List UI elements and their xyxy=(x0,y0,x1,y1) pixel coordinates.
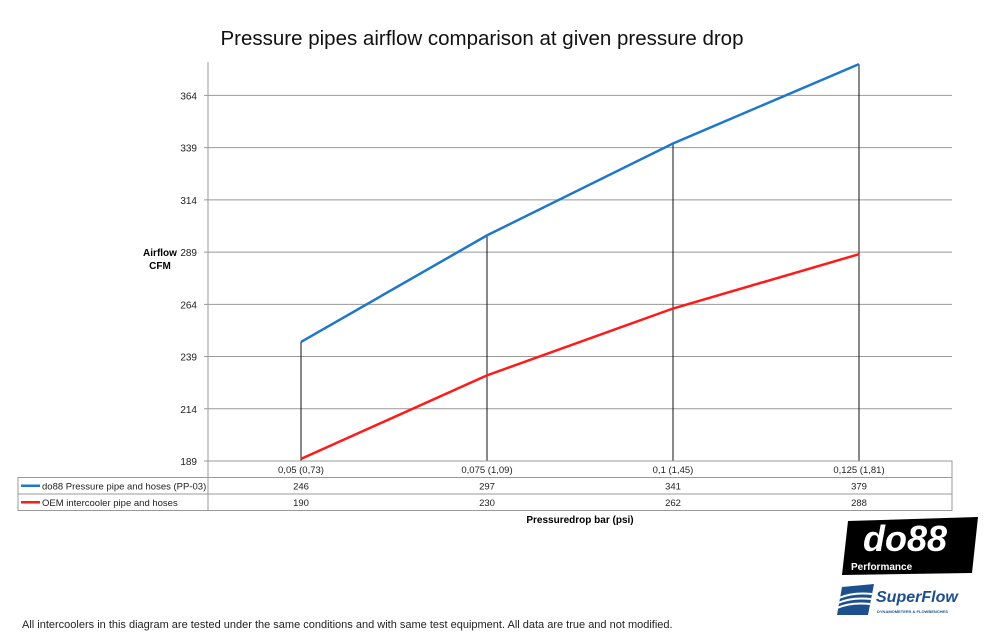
data-label: 288 xyxy=(851,498,867,509)
series-line-2 xyxy=(300,252,860,461)
data-label: 246 xyxy=(293,482,309,493)
y-tick-label: 314 xyxy=(180,196,197,207)
data-label: 262 xyxy=(665,498,681,509)
y-axis-label-line2: CFM xyxy=(149,261,171,272)
y-tick-label: 364 xyxy=(180,91,197,102)
y-tick-label: 214 xyxy=(180,405,197,416)
x-tick-label: 0,125 (1,81) xyxy=(833,465,884,476)
data-label: 379 xyxy=(851,482,867,493)
series-line-1 xyxy=(300,62,860,344)
x-tick-label: 0,05 (0,73) xyxy=(278,465,324,476)
x-tick-label: 0,075 (1,09) xyxy=(461,465,512,476)
do88-logo: do88 Performance xyxy=(842,517,978,575)
data-label: 297 xyxy=(479,482,495,493)
y-axis-label-line1: Airflow xyxy=(143,248,177,259)
x-tick-label: 0,1 (1,45) xyxy=(653,465,694,476)
svg-text:DYNAMOMETERS & FLOWBENCHES: DYNAMOMETERS & FLOWBENCHES xyxy=(877,609,948,614)
chart-title: Pressure pipes airflow comparison at giv… xyxy=(220,27,743,50)
svg-text:do88: do88 xyxy=(863,518,947,559)
y-tick-label: 239 xyxy=(180,353,197,364)
data-label: 190 xyxy=(293,498,309,509)
data-label: 230 xyxy=(479,498,495,509)
legend-label: OEM intercooler pipe and hoses xyxy=(42,498,178,509)
data-label: 341 xyxy=(665,482,681,493)
svg-text:SuperFlow: SuperFlow xyxy=(876,589,959,606)
legend-label: do88 Pressure pipe and hoses (PP-03) xyxy=(42,482,206,493)
y-tick-label: 189 xyxy=(180,457,197,468)
svg-text:Performance: Performance xyxy=(851,562,913,573)
y-tick-label: 264 xyxy=(180,300,197,311)
superflow-logo: SuperFlow DYNAMOMETERS & FLOWBENCHES xyxy=(836,584,959,615)
y-tick-label: 339 xyxy=(180,144,197,155)
x-axis-label: Pressuredrop bar (psi) xyxy=(526,515,633,526)
table-row xyxy=(17,493,953,511)
footer-note: All intercoolers in this diagram are tes… xyxy=(22,619,673,631)
y-tick-label: 289 xyxy=(180,248,197,259)
